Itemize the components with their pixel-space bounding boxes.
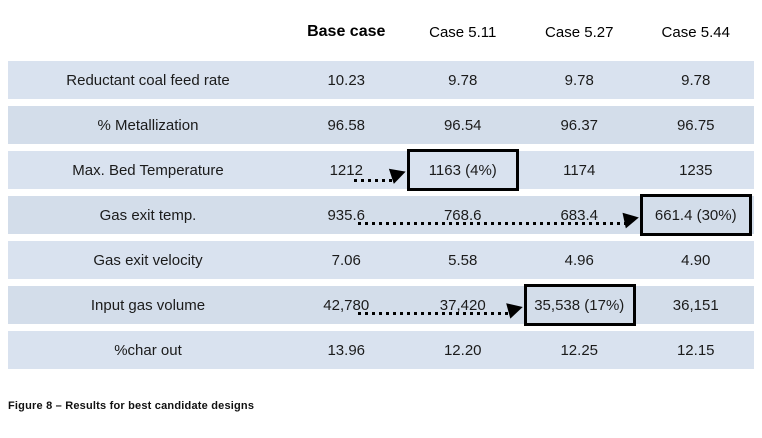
- figure-caption: Figure 8 – Results for best candidate de…: [8, 400, 255, 412]
- table-row-gas-exit-velocity: Gas exit velocity 7.06 5.58 4.96 4.90: [8, 241, 754, 279]
- table-header-row: Base case Case 5.11 Case 5.27 Case 5.44: [8, 10, 754, 54]
- row-label: Gas exit velocity: [93, 251, 203, 269]
- table-cell: 10.23: [327, 71, 366, 89]
- table-row-char-out: %char out 13.96 12.20 12.25 12.15: [8, 331, 754, 369]
- table-cell: 1174: [563, 161, 596, 179]
- row-label: % Metallization: [97, 116, 199, 134]
- table-row-metallization: % Metallization 96.58 96.54 96.37 96.75: [8, 106, 754, 144]
- table-cell-highlighted: 35,538 (17%): [534, 296, 625, 314]
- table-cell: 9.78: [564, 71, 594, 89]
- table-cell: 96.54: [443, 116, 482, 134]
- table-cell: 13.96: [327, 341, 366, 359]
- table-cell: 96.58: [327, 116, 366, 134]
- header-case-5-44: Case 5.44: [661, 23, 730, 41]
- table-cell: 1235: [679, 161, 713, 179]
- table-cell: 96.37: [560, 116, 599, 134]
- table-cell: 12.25: [560, 341, 599, 359]
- table-cell: 1212: [329, 161, 363, 179]
- header-case-5-27: Case 5.27: [545, 23, 614, 41]
- table-row-max-bed-temperature: Max. Bed Temperature 1212 1163 (4%) 1174…: [8, 151, 754, 189]
- results-table: Base case Case 5.11 Case 5.27 Case 5.44 …: [8, 10, 754, 376]
- row-label: Input gas volume: [90, 296, 206, 314]
- table-cell: 7.06: [331, 251, 361, 269]
- table-cell: 12.15: [676, 341, 715, 359]
- row-label: Max. Bed Temperature: [72, 161, 224, 179]
- table-cell: 9.78: [448, 71, 478, 89]
- table-cell: 4.96: [564, 251, 594, 269]
- table-row-reductant-coal-feed-rate: Reductant coal feed rate 10.23 9.78 9.78…: [8, 61, 754, 99]
- table-cell-highlighted: 1163 (4%): [428, 161, 497, 179]
- table-cell: 42,780: [323, 296, 370, 314]
- table-cell: 683.4: [560, 206, 599, 224]
- table-cell: 5.58: [448, 251, 478, 269]
- row-label: %char out: [114, 341, 182, 359]
- table-cell: 12.20: [443, 341, 482, 359]
- table-cell: 4.90: [681, 251, 711, 269]
- table-cell: 768.6: [443, 206, 482, 224]
- table-row-gas-exit-temp: Gas exit temp. 935.6 768.6 683.4 661.4 (…: [8, 196, 754, 234]
- header-empty: [8, 10, 288, 54]
- table-row-input-gas-volume: Input gas volume 42,780 37,420 35,538 (1…: [8, 286, 754, 324]
- table-cell: 9.78: [681, 71, 711, 89]
- table-cell: 96.75: [676, 116, 715, 134]
- table-cell: 935.6: [327, 206, 366, 224]
- table-cell: 37,420: [439, 296, 486, 314]
- table-cell: 36,151: [672, 296, 719, 314]
- row-label: Reductant coal feed rate: [66, 71, 230, 89]
- header-case-5-11: Case 5.11: [429, 23, 497, 41]
- header-base-case: Base case: [307, 23, 386, 40]
- table-cell-highlighted: 661.4 (30%): [654, 206, 737, 224]
- row-label: Gas exit temp.: [99, 206, 197, 224]
